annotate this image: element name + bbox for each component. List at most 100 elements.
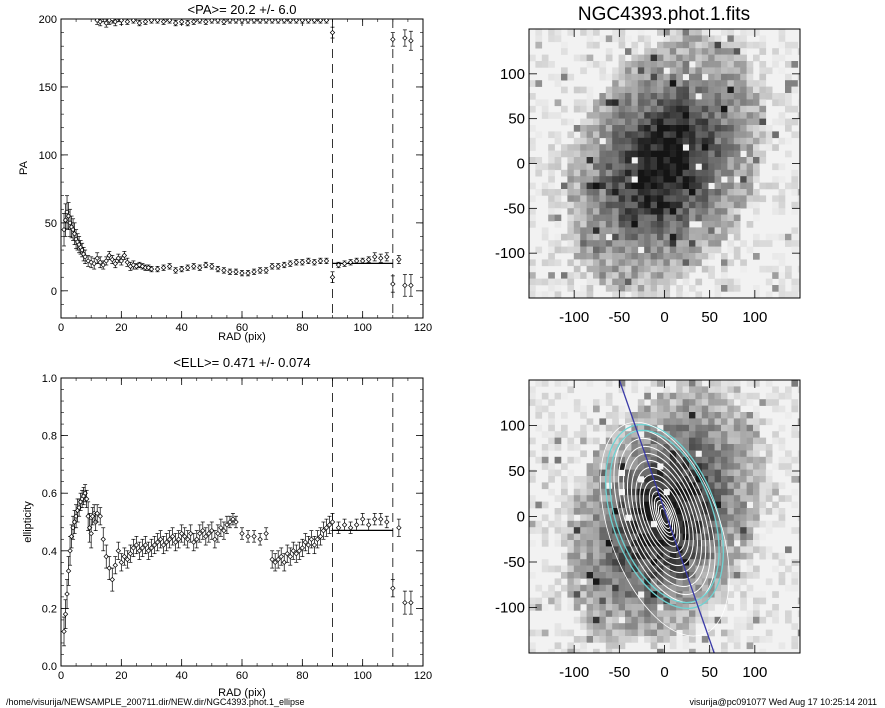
img2-image-pixel [682, 540, 690, 547]
img1-image-pixel [778, 176, 786, 183]
img1-image-pixel [778, 41, 786, 49]
img1-image-pixel [599, 201, 607, 209]
ell-data-point [215, 524, 221, 543]
pa-diamond-marker [384, 254, 390, 260]
img1-image-pixel [612, 221, 619, 228]
img2-image-pixel [631, 616, 639, 624]
img2-image-pixel [567, 559, 575, 566]
img2-image-pixel [644, 469, 651, 477]
img1-image-pixel [663, 208, 671, 215]
img1-image-pixel [644, 246, 651, 254]
img2-image-pixel [740, 469, 747, 477]
img1-image-pixel [580, 272, 587, 279]
img1-image-pixel [586, 163, 594, 171]
img2-image-pixel [580, 584, 587, 592]
img1-image-pixel [618, 227, 626, 235]
img2-image-pixel [669, 597, 677, 605]
pa-diamond-marker [106, 252, 112, 259]
img2-image-pixel [740, 412, 747, 419]
img1-image-pixel [669, 80, 677, 87]
img1-image-pixel [708, 131, 715, 139]
img2-image-pixel [637, 565, 645, 573]
img2-image-pixel [599, 597, 607, 605]
img2-image-pixel [765, 636, 773, 643]
ell-diamond-marker [97, 513, 103, 519]
img2-image-pixel [599, 540, 607, 547]
ell-data-point [299, 538, 306, 557]
ell-diamond-marker [314, 536, 321, 542]
img2-image-pixel [701, 437, 709, 445]
img1-image-pixel [612, 227, 619, 235]
img1-image-pixel [637, 272, 645, 279]
ell-data-point [239, 527, 245, 540]
img2-image-pixel [778, 572, 786, 579]
img1-image-pixel [650, 61, 658, 68]
img2-image-pixel [541, 482, 549, 490]
img2-image-pixel [618, 527, 626, 534]
img1-image-pixel [657, 214, 664, 222]
img1-image-pixel [663, 195, 671, 203]
img1-image-pixel [644, 272, 651, 279]
img1-image-pixel [586, 201, 594, 209]
img1-image-pixel [708, 48, 715, 55]
img1-image-pixel [682, 105, 690, 113]
img2-image-pixel [631, 514, 639, 522]
img1-image-pixel [727, 259, 735, 267]
img2-image-pixel [599, 488, 607, 496]
img2-image-pixel [657, 482, 664, 490]
img2-image-pixel [721, 508, 728, 515]
ell-diamond-marker [233, 519, 239, 525]
img1-image-pixel [701, 144, 709, 151]
img1-image-pixel [657, 105, 664, 113]
img1-image-pixel [631, 61, 639, 68]
img2-image-pixel [785, 565, 792, 573]
img2-image-pixel [669, 424, 677, 432]
img1-image-pixel [631, 125, 639, 132]
img1-image-pixel [586, 169, 594, 177]
img1-image-pixel [733, 208, 741, 215]
img2-image-pixel [785, 412, 792, 419]
img1-image-pixel [612, 214, 619, 222]
pa-data-point [191, 19, 197, 25]
ell-data-point [218, 518, 224, 537]
img1-image-pixel [695, 54, 703, 62]
img1-image-pixel [701, 99, 709, 107]
img2-image-pixel [612, 508, 619, 515]
img1-image-pixel [772, 265, 779, 273]
img2-image-pixel [586, 527, 594, 534]
ell-data-point [396, 518, 402, 537]
pa-data-point [148, 266, 155, 273]
img2-image-pixel [759, 463, 767, 470]
img1-image-pixel [599, 227, 607, 235]
img2-image-pixel [535, 629, 543, 637]
img1-image-pixel [682, 259, 690, 267]
img2-image-pixel [669, 501, 677, 509]
img2-image-pixel [644, 533, 651, 541]
pa-data-point [239, 19, 245, 24]
img1-image-pixel [676, 189, 683, 196]
img1-image-pixel [785, 291, 792, 298]
img2-image-pixel [797, 597, 800, 605]
img2-image-pixel [714, 616, 722, 624]
img2-image-pixel [554, 591, 562, 598]
img2-image-pixel [650, 431, 658, 438]
img1-image-pixel [669, 157, 677, 164]
img2-image-pixel [612, 572, 619, 579]
img1-image-pixel [714, 285, 722, 292]
img1-image-pixel [708, 201, 715, 209]
img2-image-pixel [714, 444, 722, 451]
img1-image-pixel [631, 150, 639, 158]
pa-diamond-marker [257, 267, 263, 274]
img1-image-pixel [548, 157, 555, 164]
ell-data-point [317, 527, 324, 546]
img2-image-pixel [689, 495, 696, 502]
pa-y-axis-label: PA [18, 160, 30, 175]
img2-image-pixel [708, 552, 715, 560]
img1-image-pixel [785, 150, 792, 158]
img1-image-pixel [682, 176, 690, 183]
ell-data-point [245, 530, 251, 543]
pa-data-point [245, 19, 251, 24]
img1-image-pixel [695, 195, 703, 203]
img1-image-pixel [573, 54, 581, 62]
img1-image-pixel [772, 99, 779, 107]
